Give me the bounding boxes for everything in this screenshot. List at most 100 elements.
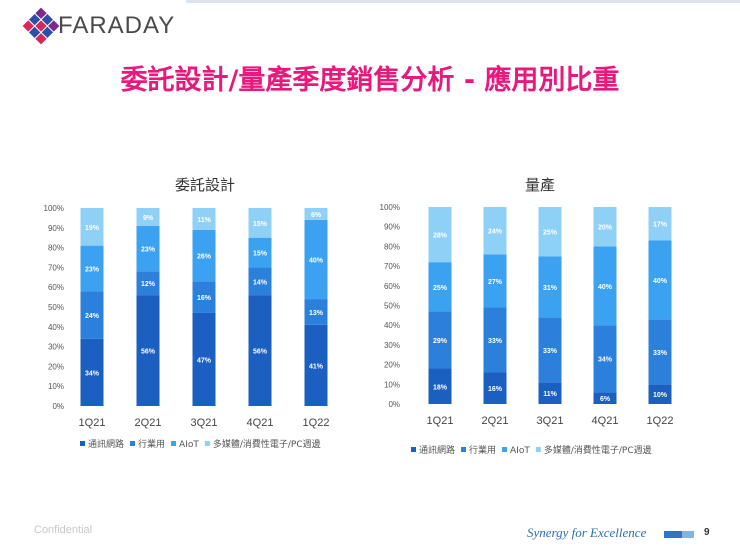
bar-segment xyxy=(192,312,216,406)
y-tick-label: 0% xyxy=(52,402,64,411)
y-tick-label: 70% xyxy=(384,262,400,271)
bar-segment xyxy=(136,295,160,406)
header-top-bar xyxy=(186,0,740,3)
bar-segment xyxy=(648,384,672,404)
bar-segment xyxy=(428,262,452,312)
bar-segment xyxy=(593,207,617,247)
confidential-label: Confidential xyxy=(34,524,93,536)
y-tick-label: 20% xyxy=(48,362,64,371)
chart-title-2: 量產 xyxy=(525,176,555,194)
legend-label: AIoT xyxy=(510,446,530,456)
y-tick-label: 50% xyxy=(384,302,400,311)
bar-segment xyxy=(538,382,562,404)
bar-segment xyxy=(428,207,452,263)
data-label: 40% xyxy=(653,278,668,285)
data-label: 10% xyxy=(653,392,668,399)
y-tick-label: 100% xyxy=(380,203,400,212)
legend-swatch xyxy=(535,447,541,452)
legend-swatch xyxy=(204,441,210,446)
legend-label: 多媒體/消費性電子/PC週邊 xyxy=(213,438,321,450)
bar-segment xyxy=(538,317,562,383)
y-tick-label: 60% xyxy=(384,282,400,291)
chart-title-1: 委託設計 xyxy=(175,176,235,194)
footer-accent-bar xyxy=(664,531,682,538)
data-label: 25% xyxy=(543,230,558,237)
x-tick-label: 1Q21 xyxy=(427,415,454,427)
data-label: 33% xyxy=(488,338,503,345)
bar-segment xyxy=(192,208,216,230)
footer-accent-bar-light xyxy=(682,531,694,538)
bar-segment xyxy=(80,208,104,246)
legend-label: 通訊網路 xyxy=(419,444,455,456)
bar-segment xyxy=(304,299,328,325)
data-label: 16% xyxy=(197,295,212,302)
y-tick-label: 10% xyxy=(48,382,64,391)
x-tick-label: 3Q21 xyxy=(191,417,218,429)
y-tick-label: 40% xyxy=(384,321,400,330)
y-tick-label: 100% xyxy=(44,204,64,213)
bar-segment xyxy=(483,254,507,308)
bar-segment xyxy=(593,325,617,393)
x-tick-label: 2Q21 xyxy=(135,417,162,429)
x-tick-label: 3Q21 xyxy=(537,415,564,427)
data-label: 56% xyxy=(253,349,268,356)
legend-label: AIoT xyxy=(179,440,199,450)
bar-segment xyxy=(304,208,328,220)
data-label: 9% xyxy=(143,215,154,222)
bar-segment xyxy=(248,208,272,238)
data-label: 18% xyxy=(433,384,448,391)
data-label: 13% xyxy=(309,310,324,317)
data-label: 28% xyxy=(433,233,448,240)
x-tick-label: 4Q21 xyxy=(247,417,274,429)
data-label: 40% xyxy=(309,257,324,264)
bar-segment xyxy=(192,281,216,313)
bar-segment xyxy=(248,237,272,268)
legend-swatch xyxy=(80,441,85,446)
data-label: 20% xyxy=(598,225,613,232)
bar-segment xyxy=(648,207,672,241)
bar-segment xyxy=(483,207,507,255)
data-label: 29% xyxy=(433,338,448,345)
data-label: 15% xyxy=(253,221,268,228)
bar-segment xyxy=(136,208,160,226)
data-label: 40% xyxy=(598,284,613,291)
data-label: 24% xyxy=(85,313,100,320)
data-label: 26% xyxy=(197,254,212,261)
y-tick-label: 80% xyxy=(48,244,64,253)
y-tick-label: 30% xyxy=(48,343,64,352)
bar-segment xyxy=(428,311,452,369)
page-title: 委託設計/量產季度銷售分析 - 應用別比重 xyxy=(120,65,620,96)
y-tick-label: 60% xyxy=(48,283,64,292)
y-tick-label: 90% xyxy=(48,224,64,233)
data-label: 33% xyxy=(653,350,668,357)
data-label: 56% xyxy=(141,349,156,356)
data-label: 19% xyxy=(85,225,100,232)
data-label: 47% xyxy=(197,357,212,364)
bar-segment xyxy=(483,307,507,373)
y-tick-label: 80% xyxy=(384,242,400,251)
bar-segment xyxy=(248,267,272,296)
data-label: 14% xyxy=(253,279,268,286)
bar-segment xyxy=(136,271,160,296)
x-tick-label: 4Q21 xyxy=(592,415,619,427)
x-tick-label: 1Q22 xyxy=(303,417,330,429)
y-tick-label: 10% xyxy=(384,380,400,389)
y-tick-label: 40% xyxy=(48,323,64,332)
y-tick-label: 70% xyxy=(48,263,64,272)
data-label: 11% xyxy=(197,217,211,224)
bar-segment xyxy=(136,225,160,272)
bar-segment xyxy=(192,229,216,282)
data-label: 33% xyxy=(543,348,558,355)
bar-segment xyxy=(648,319,672,385)
data-label: 27% xyxy=(488,279,503,286)
data-label: 6% xyxy=(311,212,322,219)
data-label: 16% xyxy=(488,386,503,393)
data-label: 11% xyxy=(543,391,557,398)
data-label: 25% xyxy=(433,285,448,292)
page-number: 9 xyxy=(704,527,710,538)
data-label: 15% xyxy=(253,251,268,258)
y-tick-label: 30% xyxy=(384,341,400,350)
bar-segment xyxy=(80,245,104,292)
legend-swatch xyxy=(502,447,508,452)
y-tick-label: 20% xyxy=(384,361,400,370)
